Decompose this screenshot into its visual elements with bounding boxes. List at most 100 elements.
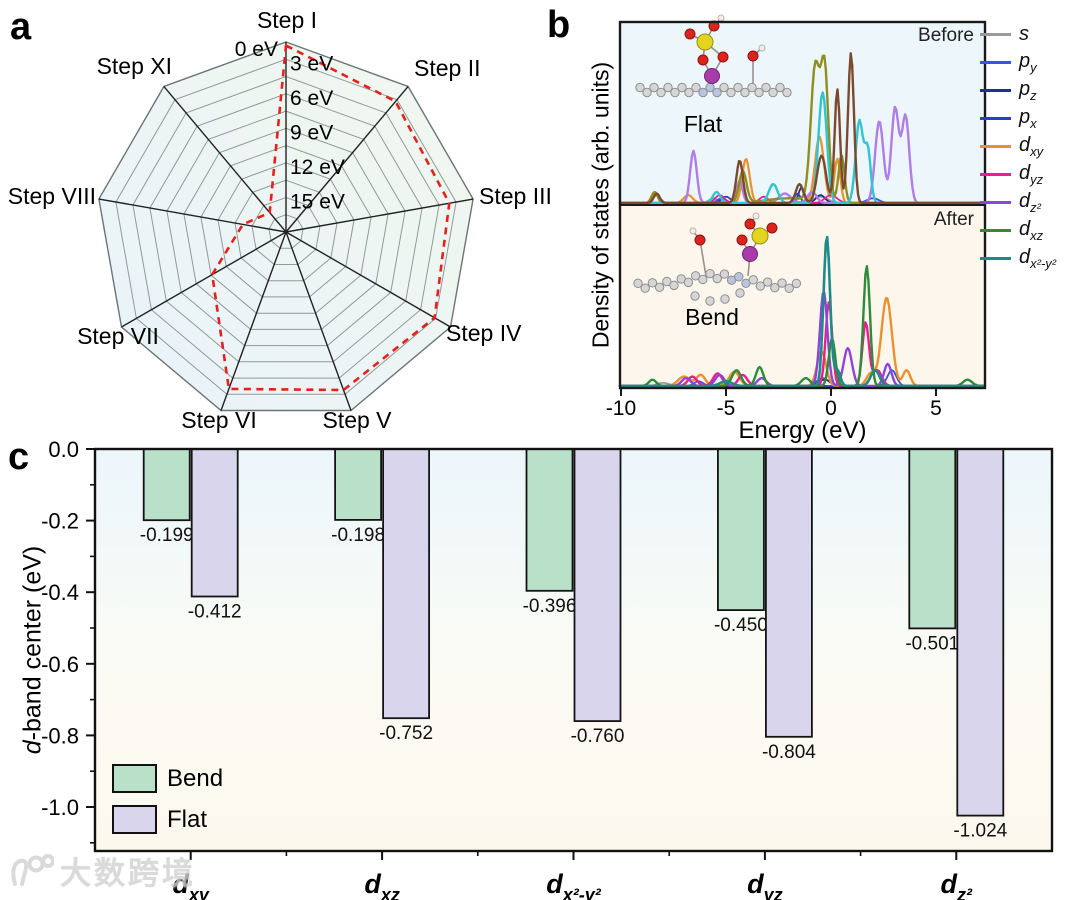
- flat-inset-label: Flat: [684, 111, 723, 137]
- atom: [694, 234, 706, 246]
- legend-color-swatch: [112, 805, 157, 834]
- bar-y-tick-label: -1.0: [41, 795, 79, 820]
- dos-legend: s py pz px dxy dyz dz² dxz dx²-y²: [980, 20, 1068, 272]
- dos-series-d_x2-y2: [618, 235, 986, 388]
- radar-radial-tick-label: 12 eV: [290, 156, 345, 179]
- dos-x-tick-label: 5: [930, 397, 942, 420]
- atom: [705, 296, 715, 306]
- atom: [677, 82, 687, 93]
- dos-legend-item: dyz: [980, 160, 1068, 188]
- legend-label: pz: [1019, 77, 1037, 103]
- radar-spoke: [285, 198, 474, 233]
- atom: [689, 227, 697, 235]
- legend-label: s: [1019, 22, 1029, 45]
- bar-category-label: dx²-y²: [546, 869, 602, 900]
- bar-y-tick-label: -0.4: [41, 580, 79, 605]
- legend-label: py: [1019, 49, 1037, 75]
- atom: [697, 54, 709, 66]
- radar-axis-label: Step II: [414, 55, 480, 81]
- atom: [656, 87, 666, 98]
- radar-spokes: [98, 42, 474, 411]
- bar-bend-1: [334, 448, 383, 521]
- atom: [684, 87, 694, 98]
- atom: [735, 288, 745, 298]
- dos-chart: Flat Bend -10 -5 0 5 Before After: [606, 14, 987, 420]
- atom: [719, 269, 730, 279]
- bend-molecule-inset: [633, 212, 802, 306]
- dos-x-tick-label: 0: [825, 397, 837, 420]
- radar-radial-tick-label: 3 eV: [290, 53, 333, 76]
- atom: [748, 275, 758, 285]
- dos-legend-item: dz²: [980, 188, 1068, 216]
- legend-line-swatch: [980, 172, 1011, 176]
- radar-spoke: [285, 231, 451, 328]
- legend-line-swatch: [980, 60, 1011, 64]
- legend-line-swatch: [980, 88, 1011, 92]
- atom: [719, 82, 729, 93]
- bar-flat-1: [382, 448, 431, 720]
- atom: [712, 273, 722, 284]
- atom: [791, 278, 802, 289]
- legend-line-swatch: [980, 200, 1011, 204]
- legend-line-swatch: [980, 256, 1011, 260]
- radar-spoke: [285, 86, 409, 233]
- dos-subpanel-label: After: [934, 209, 975, 230]
- dos-subpanel-label: Before: [918, 25, 974, 46]
- bar-category-label: dyz: [747, 869, 783, 900]
- radar-ring: [251, 196, 321, 265]
- dos-legend-item: dx²-y²: [980, 244, 1068, 272]
- bar-value-label: -0.199: [140, 525, 194, 546]
- bar-flat-2: [573, 448, 622, 723]
- radar-radial-tick-label: 9 eV: [290, 122, 333, 145]
- legend-label: dx²-y²: [1019, 245, 1057, 271]
- radar-ring: [234, 179, 338, 282]
- radar-axis-label: Step IV: [446, 320, 522, 346]
- legend-line-swatch: [980, 228, 1011, 232]
- atom: [704, 68, 720, 84]
- bar-flat-0: [190, 448, 239, 598]
- dos-legend-item: dxy: [980, 132, 1068, 160]
- atom: [758, 44, 766, 52]
- bar-category-label: dz²: [941, 869, 974, 900]
- dos-legend-item: pz: [980, 76, 1068, 104]
- radar-radial-tick-label: 0 eV: [235, 38, 278, 61]
- radar-spoke: [98, 198, 287, 233]
- dos-panel-before: [618, 52, 986, 205]
- dos-series-brown_overlap_curve: [618, 52, 986, 205]
- radar-radial-tick-label: 15 eV: [290, 191, 345, 214]
- atom: [782, 87, 792, 98]
- legend-label: px: [1019, 105, 1037, 131]
- radar-axis-label: Step VII: [77, 323, 159, 349]
- bar-flat-4: [956, 448, 1005, 817]
- atom: [684, 28, 696, 40]
- radar-chart: Step I Step II Step III Step IV Step V Step V…: [8, 7, 552, 433]
- bend-inset-label: Bend: [685, 304, 739, 330]
- radar-ring: [200, 145, 372, 314]
- atom: [633, 278, 643, 289]
- bar-category-label: dxy: [172, 869, 210, 900]
- atom: [640, 283, 650, 293]
- radar-spoke: [285, 231, 352, 411]
- legend-line-swatch: [980, 144, 1011, 148]
- radar-ring: [115, 58, 457, 395]
- radar-axis-label: Step I: [257, 7, 317, 33]
- radar-spoke: [121, 231, 287, 328]
- dos-legend-item: s: [980, 20, 1068, 48]
- dos-before-bg: [620, 22, 985, 205]
- atom: [734, 272, 744, 282]
- atom: [751, 227, 769, 245]
- bar-value-label: -0.450: [714, 615, 768, 636]
- atom: [742, 246, 758, 262]
- atom: [726, 87, 736, 98]
- atom: [654, 282, 665, 293]
- atom: [762, 277, 773, 287]
- bar-value-label: -1.024: [953, 821, 1007, 842]
- dos-x-tick-label: -10: [606, 397, 636, 420]
- legend-label: Bend: [167, 764, 224, 792]
- bar-value-label: -0.396: [523, 596, 577, 617]
- atom: [740, 87, 750, 98]
- legend-line-swatch: [980, 32, 1011, 36]
- radar-series-dashed-red-energy-profile: [210, 44, 451, 392]
- atom: [768, 87, 778, 98]
- radar-ring: [268, 214, 304, 249]
